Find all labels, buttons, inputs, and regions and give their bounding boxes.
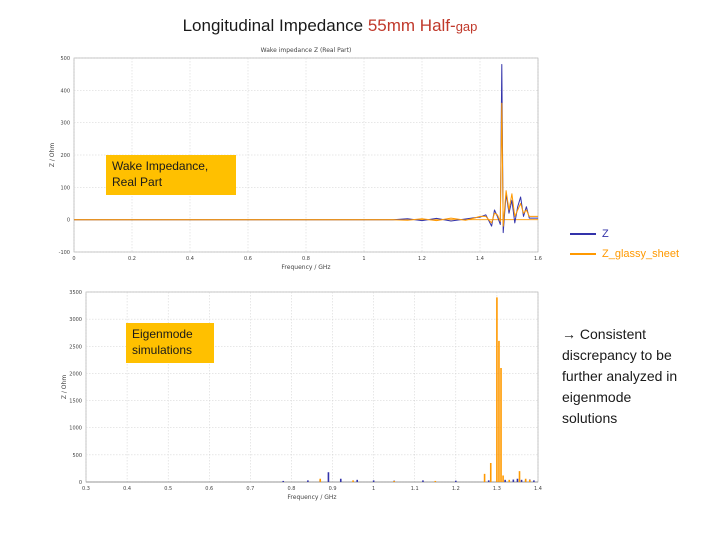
x-axis-label: Frequency / GHz bbox=[281, 264, 330, 271]
chart-legend: Z Z_glassy_sheet bbox=[570, 224, 679, 264]
conclusion-note: → Consistent discrepancy to be further a… bbox=[562, 324, 682, 429]
y-tick-label: 0 bbox=[67, 218, 70, 224]
x-tick-label: 0.2 bbox=[128, 256, 136, 262]
x-tick-label: 1 bbox=[362, 256, 365, 262]
x-tick-label: 0.8 bbox=[287, 486, 295, 492]
y-axis-label: Z / Ohm bbox=[61, 375, 68, 399]
x-tick-label: 1.4 bbox=[476, 256, 484, 262]
legend-item-glassy-sheet: Z_glassy_sheet bbox=[570, 244, 679, 264]
note-text: Consistent discrepancy to be further ana… bbox=[562, 326, 678, 426]
plot-area bbox=[85, 291, 539, 483]
x-tick-label: 1.6 bbox=[534, 256, 542, 262]
y-tick-label: 100 bbox=[60, 185, 70, 191]
wake-impedance-label: Wake Impedance, Real Part bbox=[106, 155, 236, 195]
series-line-1 bbox=[74, 102, 538, 227]
eigenmode-label: Eigenmode simulations bbox=[126, 323, 214, 363]
y-tick-label: 3000 bbox=[69, 317, 82, 323]
title-small: gap bbox=[455, 19, 478, 34]
legend-swatch-glassy-sheet bbox=[570, 253, 596, 255]
title-accent: 55mm Half- bbox=[367, 16, 456, 35]
title-main: Longitudinal Impedance bbox=[182, 16, 368, 35]
legend-item-z: Z bbox=[570, 224, 679, 244]
y-tick-label: 3500 bbox=[69, 290, 82, 296]
slide-title: Longitudinal Impedance 55mm Half-gap bbox=[0, 16, 660, 36]
x-tick-label: 0.4 bbox=[186, 256, 194, 262]
y-tick-label: 400 bbox=[60, 88, 70, 94]
legend-swatch-z bbox=[570, 233, 596, 235]
x-tick-label: 0.6 bbox=[244, 256, 252, 262]
x-tick-label: 1 bbox=[372, 486, 375, 492]
x-tick-label: 0.7 bbox=[246, 486, 254, 492]
y-tick-label: 1000 bbox=[69, 426, 82, 432]
y-tick-label: 1500 bbox=[69, 399, 82, 405]
y-tick-label: 2000 bbox=[69, 371, 82, 377]
y-tick-label: 2500 bbox=[69, 344, 82, 350]
y-tick-label: -100 bbox=[59, 250, 70, 256]
eigenmode-chart: 0 500 1000 1500 2000 2500 3000 3500 0.3 0.4 0.5 0.6… bbox=[61, 290, 542, 501]
x-tick-label: 1.2 bbox=[418, 256, 426, 262]
x-tick-label: 0.3 bbox=[82, 486, 90, 492]
x-tick-label: 1.3 bbox=[493, 486, 501, 492]
x-tick-label: 1.4 bbox=[534, 486, 542, 492]
arrow-icon: → bbox=[562, 326, 576, 342]
x-tick-label: 0.9 bbox=[329, 486, 337, 492]
x-axis-label: Frequency / GHz bbox=[287, 494, 336, 501]
y-tick-label: 500 bbox=[60, 56, 70, 62]
y-axis-label: Z / Ohm bbox=[49, 143, 56, 167]
legend-label-glassy-sheet: Z_glassy_sheet bbox=[602, 248, 680, 260]
x-tick-label: 0 bbox=[72, 256, 75, 262]
x-tick-label: 0.4 bbox=[123, 486, 131, 492]
x-tick-label: 1.1 bbox=[411, 486, 419, 492]
chart-title: Wake impedance Z (Real Part) bbox=[261, 47, 352, 54]
x-tick-label: 1.2 bbox=[452, 486, 460, 492]
x-tick-label: 0.8 bbox=[302, 256, 310, 262]
y-tick-label: 500 bbox=[72, 453, 82, 459]
x-tick-label: 0.6 bbox=[205, 486, 213, 492]
x-tick-label: 0.5 bbox=[164, 486, 172, 492]
y-tick-label: 300 bbox=[60, 121, 70, 127]
legend-label-z: Z bbox=[602, 228, 609, 240]
y-tick-label: 0 bbox=[79, 480, 82, 486]
y-tick-label: 200 bbox=[60, 153, 70, 159]
